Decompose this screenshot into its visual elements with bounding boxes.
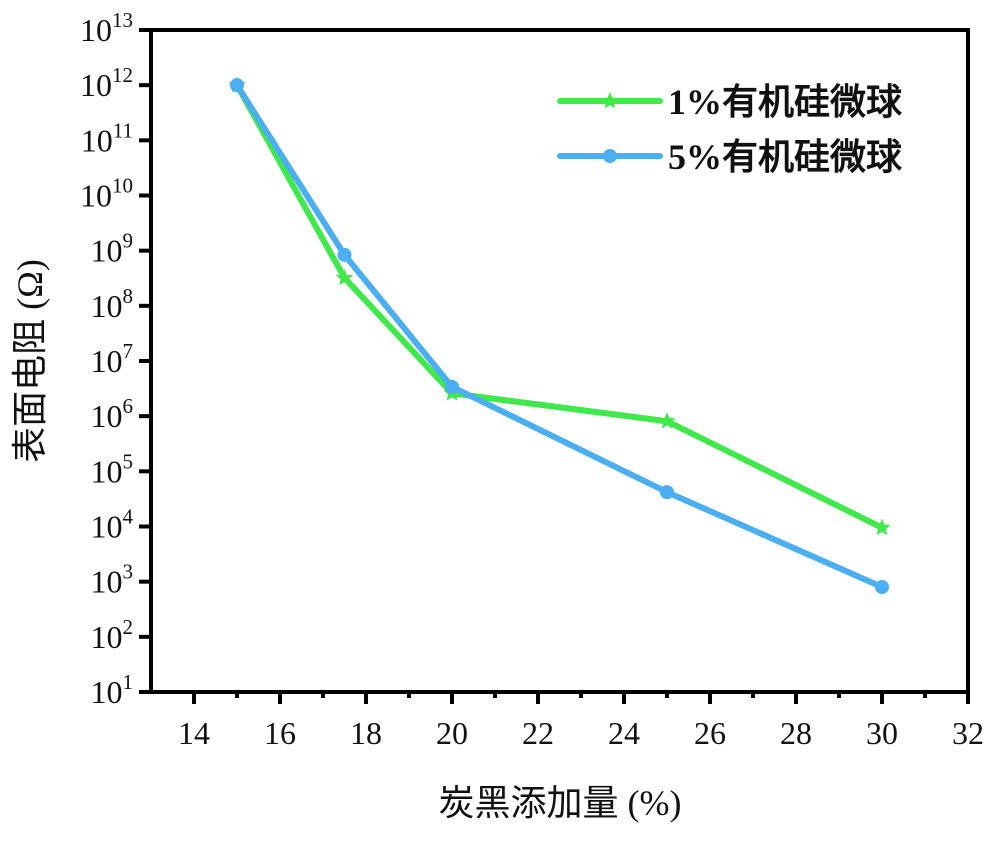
legend-label: 1%有机硅微球 [668,82,903,122]
y-tick-label: 106 [91,394,134,434]
y-tick-label: 105 [91,449,134,489]
x-tick-label: 28 [780,715,812,751]
y-tick-exponent: 12 [112,63,133,87]
legend-circle-marker [603,149,617,163]
data-point-circle [337,247,352,262]
y-tick-base: 10 [91,674,123,710]
y-tick-base: 10 [80,12,112,48]
data-point-star [335,269,354,286]
y-tick-exponent: 7 [123,339,134,363]
y-tick-base: 10 [91,398,123,434]
legend: 1%有机硅微球 5%有机硅微球 [557,82,903,177]
y-tick-exponent: 5 [123,449,134,473]
y-tick-exponent: 1 [123,670,134,694]
data-point-circle [660,485,674,500]
y-tick-label: 102 [91,615,134,655]
y-axis-label: 表面电阻 (Ω) [10,259,50,463]
y-tick-label: 1012 [80,63,133,103]
data-point-circle [445,379,459,394]
y-tick-exponent: 6 [123,394,134,418]
axis-ticks: 14 16 18 20 22 24 26 28 30 3210110210310410510610… [80,8,984,751]
y-tick-label: 108 [91,284,134,324]
x-tick-label: 18 [350,715,382,751]
y-tick-base: 10 [80,178,112,214]
y-tick-exponent: 8 [123,284,134,308]
x-tick-label: 14 [178,715,210,751]
y-tick-base: 10 [91,509,123,545]
plot-frame [149,28,970,694]
y-tick-exponent: 11 [113,118,133,142]
y-tick-exponent: 9 [123,229,134,253]
x-tick-label: 22 [522,715,554,751]
y-tick-base: 10 [80,67,112,103]
y-tick-base: 10 [91,343,123,379]
data-point-circle [230,78,244,93]
x-axis-label: 炭黑添加量 (%) [439,783,682,823]
y-tick-label: 1013 [80,8,133,48]
x-tick-label: 16 [264,715,296,751]
y-tick-label: 1010 [80,174,133,214]
y-tick-label: 107 [91,339,134,379]
x-tick-label: 32 [952,715,984,751]
legend-label: 5%有机硅微球 [668,137,903,177]
y-tick-label: 1011 [81,118,133,158]
y-tick-label: 109 [91,229,134,269]
x-tick-label: 20 [436,715,468,751]
y-tick-base: 10 [91,453,123,489]
data-point-star [873,518,891,535]
y-tick-exponent: 2 [123,615,134,639]
y-tick-exponent: 4 [123,505,134,529]
data-point-circle [875,580,889,595]
x-tick-label: 30 [866,715,898,751]
y-tick-base: 10 [91,564,123,600]
y-tick-label: 104 [91,505,134,545]
x-tick-label: 24 [608,715,640,751]
legend-star-marker [601,92,619,109]
y-tick-label: 101 [91,670,134,710]
y-tick-exponent: 3 [123,560,134,584]
series-layer [228,76,891,595]
y-tick-base: 10 [91,619,123,655]
y-tick-exponent: 10 [112,174,133,198]
x-tick-label: 26 [694,715,726,751]
y-tick-exponent: 13 [112,8,133,32]
y-tick-base: 10 [81,122,113,158]
y-tick-base: 10 [91,288,123,324]
y-tick-base: 10 [91,233,123,269]
y-tick-label: 103 [91,560,134,600]
data-point-star [658,412,676,429]
